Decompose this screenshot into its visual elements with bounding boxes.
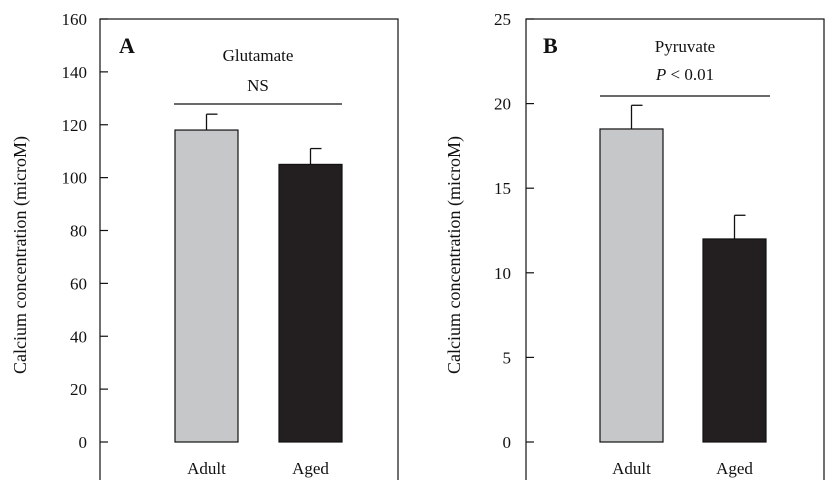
panel-a-y-tick-label: 160: [62, 10, 88, 29]
panel-a: 0 20 40 60 80 100 120 140 160 Adult Aged A Glutam…: [10, 10, 399, 480]
panel-a-bar-aged: [278, 163, 343, 443]
panel-b-category-label-adult: Adult: [612, 459, 651, 478]
panel-b: 0 5 10 15 20 25 Adult Aged B Pyruvate P < 0.01…: [444, 10, 825, 480]
panel-b-significance-suffix: < 0.01: [666, 65, 714, 84]
panel-b-bars: Adult Aged: [599, 104, 767, 478]
panel-b-category-label-aged: Aged: [716, 459, 753, 478]
panel-b-frame: [525, 18, 825, 480]
panel-a-category-label-adult: Adult: [187, 459, 226, 478]
panel-b-y-tick-label: 0: [503, 433, 512, 452]
panel-b-title: Pyruvate: [655, 37, 715, 56]
panel-a-y-tick-label: 20: [70, 380, 87, 399]
panel-a-bars: Adult Aged: [174, 113, 343, 478]
panel-a-bar-adult: [174, 129, 239, 443]
panel-a-y-tick-label: 40: [70, 327, 87, 346]
panel-b-y-tick-label: 5: [503, 348, 512, 367]
panel-a-category-label-aged: Aged: [292, 459, 329, 478]
panel-b-y-axis-label: Calcium concentration (microM): [444, 136, 465, 374]
panel-a-y-tick-label: 140: [62, 63, 88, 82]
panel-b-letter: B: [543, 33, 558, 58]
panel-a-y-tick-label: 0: [79, 433, 88, 452]
panel-b-y-tick-label: 20: [494, 95, 511, 114]
panel-b-bar-adult: [599, 128, 664, 443]
panel-b-y-ticks: 0 5 10 15 20 25: [494, 10, 534, 452]
panel-a-y-tick-label: 60: [70, 274, 87, 293]
panel-b-significance-prefix: P: [655, 65, 666, 84]
panel-b-y-tick-label: 10: [494, 264, 511, 283]
panel-a-y-tick-label: 80: [70, 222, 87, 241]
panel-a-y-tick-label: 100: [62, 169, 88, 188]
panel-b-bar-aged: [702, 238, 767, 443]
panel-a-significance: NS: [247, 76, 269, 95]
panel-a-title: Glutamate: [223, 46, 294, 65]
panel-a-y-ticks: 0 20 40 60 80 100 120 140 160: [62, 10, 108, 452]
panel-b-y-tick-label: 15: [494, 179, 511, 198]
panel-b-y-tick-label: 25: [494, 10, 511, 29]
panel-a-y-tick-label: 120: [62, 116, 88, 135]
panel-b-significance: P < 0.01: [655, 65, 714, 84]
panel-a-y-axis-label: Calcium concentration (microM): [10, 136, 31, 374]
panel-a-frame: [99, 18, 399, 480]
panel-a-significance-prefix: NS: [247, 76, 269, 95]
panel-a-letter: A: [119, 33, 135, 58]
